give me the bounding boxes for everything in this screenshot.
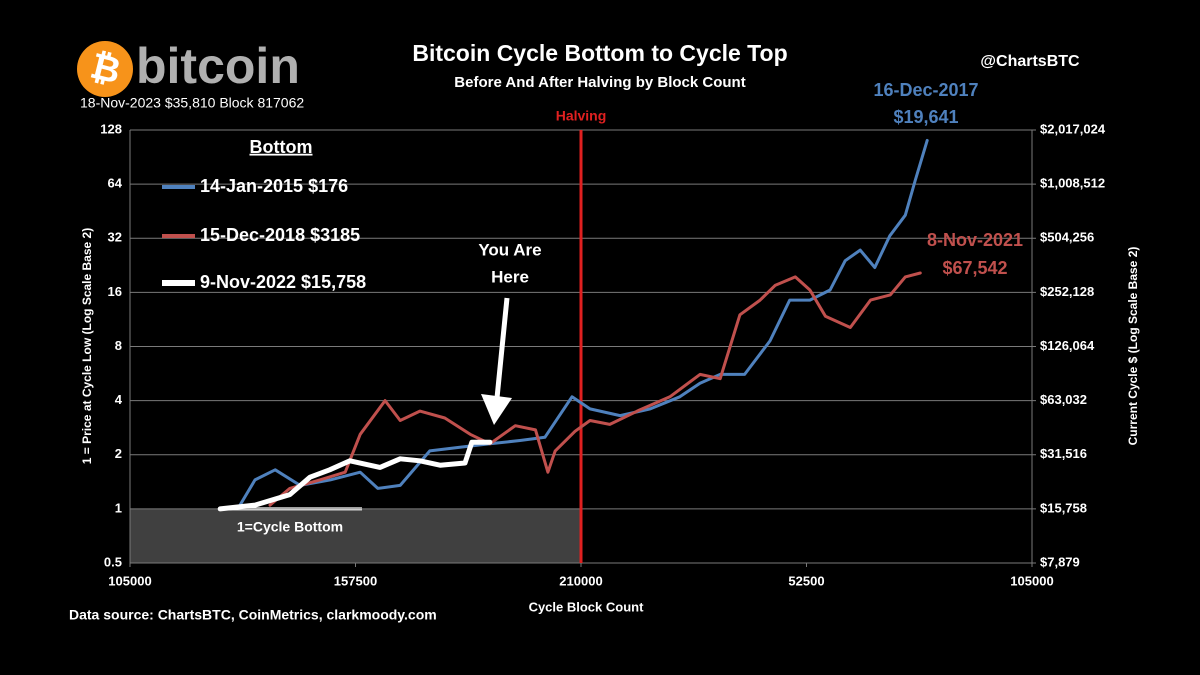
lines-layer [217,130,929,563]
y2-axis-label: Current Cycle $ (Log Scale Base 2) [1126,247,1140,446]
you-are-here: You Are [478,240,541,259]
y2-tick-label: $31,516 [1040,446,1087,461]
x-tick-label: 157500 [334,573,377,588]
bottom-zone [130,508,581,563]
logo-text: bitcoin [136,38,300,94]
halving-label: Halving [556,108,607,124]
legend-label: 15-Dec-2018 $3185 [200,225,360,245]
x-tick-label: 105000 [1010,573,1053,588]
y2-tick-label: $2,017,024 [1040,121,1106,136]
you-are-here: Here [491,267,529,286]
y2-tick-label: $252,128 [1040,284,1094,299]
x-tick-label: 52500 [788,573,824,588]
y-tick-label: 0.5 [104,554,122,569]
legend: 14-Jan-2015 $176 15-Dec-2018 $3185 9-Nov-2… [162,176,366,292]
legend-label: 9-Nov-2022 $15,758 [200,272,366,292]
legend-title: Bottom [250,137,313,157]
arrow-head [481,394,512,425]
annotation: $67,542 [942,258,1007,278]
y-tick-label: 16 [108,284,122,299]
labels-layer: 0.5 1 2 4 8 16 32 64 128 $7,879 $15,758 $31,516 $63,… [100,80,1106,589]
chart-subtitle: Before And After Halving by Block Count [454,74,745,91]
annotation: 16-Dec-2017 [873,80,978,100]
y-tick-label: 128 [100,121,122,136]
y2-tick-label: $126,064 [1040,338,1095,353]
series-line [217,439,493,512]
y-tick-label: 4 [115,392,123,407]
bottom-zone-layer: 1=Cycle Bottom [130,507,581,563]
annotation: 8-Nov-2021 [927,230,1023,250]
x-axis-label: Cycle Block Count [529,599,645,614]
y-tick-label: 64 [108,176,123,191]
y2-tick-label: $15,758 [1040,500,1087,515]
y2-tick-label: $63,032 [1040,392,1087,407]
y-tick-label: 1 [115,500,122,515]
y-tick-label: 32 [108,230,122,245]
y2-tick-label: $7,879 [1040,554,1080,569]
y2-tick-label: $1,008,512 [1040,176,1105,191]
credit: @ChartsBTC [980,53,1080,70]
y-tick-label: 8 [115,338,122,353]
x-tick-label: 210000 [559,573,602,588]
chart-title: Bitcoin Cycle Bottom to Cycle Top [412,40,787,66]
logo-circle [77,41,133,97]
bottom-zone-label: 1=Cycle Bottom [237,519,343,535]
y-axis-label: 1 = Price at Cycle Low (Log Scale Base 2… [80,228,94,464]
series-line [268,271,922,507]
annotation: $19,641 [893,107,958,127]
header-note: 18-Nov-2023 $35,810 Block 817062 [80,95,304,111]
x-tick-label: 105000 [108,573,151,588]
legend-label: 14-Jan-2015 $176 [200,176,348,196]
data-source: Data source: ChartsBTC, CoinMetrics, cla… [69,607,437,623]
y-tick-label: 2 [115,446,122,461]
arrow-shaft [493,297,510,409]
y2-tick-label: $504,256 [1040,230,1094,245]
